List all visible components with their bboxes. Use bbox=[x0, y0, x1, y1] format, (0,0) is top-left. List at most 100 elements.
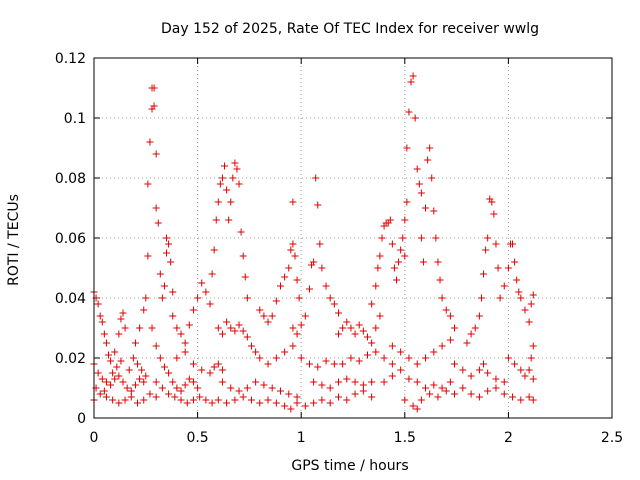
data-point bbox=[198, 366, 206, 374]
data-point bbox=[368, 300, 376, 308]
data-point bbox=[272, 297, 280, 305]
data-point bbox=[407, 78, 415, 86]
data-point bbox=[446, 378, 454, 386]
data-point bbox=[206, 369, 214, 377]
data-point bbox=[231, 159, 239, 167]
data-point bbox=[305, 360, 313, 368]
data-point bbox=[511, 258, 519, 266]
data-point bbox=[281, 348, 289, 356]
data-point bbox=[351, 390, 359, 398]
data-point bbox=[235, 387, 243, 395]
data-point bbox=[442, 387, 450, 395]
data-point bbox=[94, 300, 102, 308]
data-point bbox=[115, 399, 123, 407]
data-point bbox=[430, 207, 438, 215]
data-point-layer bbox=[90, 72, 537, 413]
data-point bbox=[401, 252, 409, 260]
data-point bbox=[177, 330, 185, 338]
data-point bbox=[276, 387, 284, 395]
data-point bbox=[289, 324, 297, 332]
data-point bbox=[206, 300, 214, 308]
data-point bbox=[297, 354, 305, 362]
data-point bbox=[339, 360, 347, 368]
data-point bbox=[100, 387, 108, 395]
data-point bbox=[471, 324, 479, 332]
data-point bbox=[322, 357, 330, 365]
data-point bbox=[480, 360, 488, 368]
data-point bbox=[152, 150, 160, 158]
data-point bbox=[322, 282, 330, 290]
data-point bbox=[368, 339, 376, 347]
data-point bbox=[347, 324, 355, 332]
data-point bbox=[527, 354, 535, 362]
data-point bbox=[459, 366, 467, 374]
data-point bbox=[287, 246, 295, 254]
data-point bbox=[105, 351, 113, 359]
data-point bbox=[312, 174, 320, 182]
data-point bbox=[376, 252, 384, 260]
data-point bbox=[218, 174, 226, 182]
data-point bbox=[185, 375, 193, 383]
data-point bbox=[260, 381, 268, 389]
data-point bbox=[285, 390, 293, 398]
data-point bbox=[177, 387, 185, 395]
y-tick-label: 0.08 bbox=[55, 171, 86, 187]
data-point bbox=[144, 180, 152, 188]
data-point bbox=[430, 381, 438, 389]
data-point bbox=[521, 372, 529, 380]
data-point bbox=[351, 330, 359, 338]
data-point bbox=[409, 72, 417, 80]
data-point bbox=[411, 114, 419, 122]
data-point bbox=[359, 327, 367, 335]
data-point bbox=[156, 270, 164, 278]
data-point bbox=[446, 336, 454, 344]
data-point bbox=[355, 357, 363, 365]
data-point bbox=[281, 273, 289, 281]
data-point bbox=[293, 330, 301, 338]
data-point bbox=[490, 210, 498, 218]
data-point bbox=[163, 249, 171, 257]
data-point bbox=[140, 396, 148, 404]
data-point bbox=[102, 393, 110, 401]
data-point bbox=[96, 390, 104, 398]
data-point bbox=[167, 258, 175, 266]
data-point bbox=[517, 294, 525, 302]
data-point bbox=[339, 324, 347, 332]
tick-label-layer: 0 0.5 1 1.5 2 2.5 0 0.02 0.04 0.06 0.08 0.1 0.12 bbox=[55, 51, 623, 446]
data-point bbox=[413, 405, 421, 413]
data-point bbox=[446, 312, 454, 320]
data-point bbox=[221, 162, 229, 170]
data-point bbox=[158, 294, 166, 302]
data-point bbox=[368, 378, 376, 386]
data-point bbox=[235, 180, 243, 188]
data-point bbox=[395, 258, 403, 266]
data-point bbox=[208, 270, 216, 278]
data-point bbox=[364, 351, 372, 359]
data-point bbox=[295, 294, 303, 302]
data-point bbox=[467, 330, 475, 338]
data-point bbox=[419, 258, 427, 266]
data-point bbox=[212, 216, 220, 224]
x-tick-label: 0.5 bbox=[186, 430, 208, 446]
data-point bbox=[310, 399, 318, 407]
data-point bbox=[492, 240, 500, 248]
data-point bbox=[426, 144, 434, 152]
data-point bbox=[223, 186, 231, 194]
data-point bbox=[388, 360, 396, 368]
data-point bbox=[144, 252, 152, 260]
data-point bbox=[136, 324, 144, 332]
plot-frame bbox=[93, 57, 613, 419]
data-point bbox=[243, 333, 251, 341]
data-point bbox=[330, 360, 338, 368]
data-point bbox=[388, 342, 396, 350]
data-point bbox=[119, 309, 127, 317]
data-point bbox=[100, 330, 108, 338]
data-point bbox=[239, 252, 247, 260]
data-point bbox=[102, 378, 110, 386]
data-point bbox=[424, 156, 432, 164]
data-point bbox=[417, 234, 425, 242]
data-point bbox=[134, 360, 142, 368]
data-point bbox=[102, 339, 110, 347]
data-point bbox=[189, 360, 197, 368]
data-point bbox=[475, 393, 483, 401]
